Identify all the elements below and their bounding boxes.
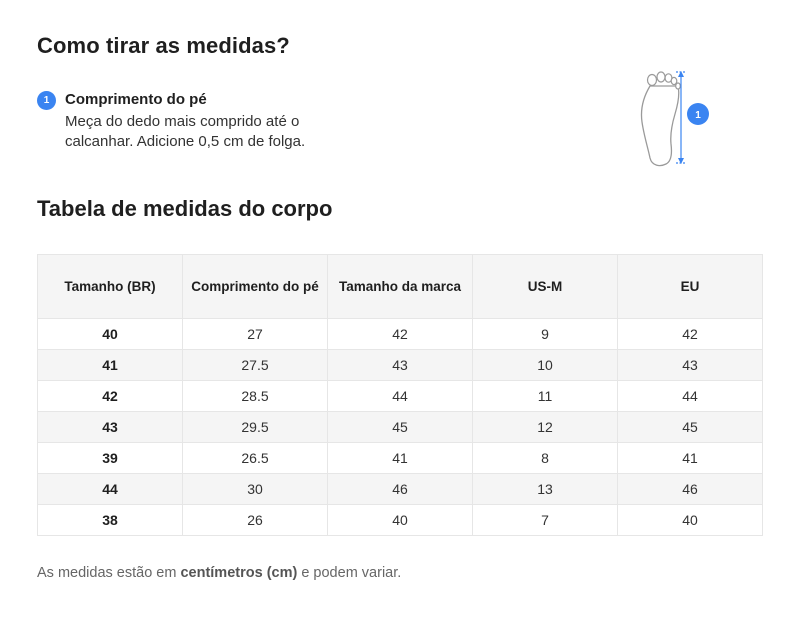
table-cell: 11 xyxy=(472,380,618,412)
table-row: 39 26.5 41 8 41 xyxy=(37,442,763,474)
step-description: Meça do dedo mais comprido até o calcanh… xyxy=(65,113,306,150)
table-header-row: Tamanho (BR) Comprimento do pé Tamanho d… xyxy=(37,254,763,319)
table-cell: 45 xyxy=(327,411,473,443)
table-cell: 10 xyxy=(472,349,618,381)
column-header: Comprimento do pé xyxy=(182,254,328,319)
column-header: EU xyxy=(617,254,763,319)
table-cell: 12 xyxy=(472,411,618,443)
table-cell: 40 xyxy=(617,504,763,536)
table-cell: 46 xyxy=(617,473,763,505)
table-cell: 27 xyxy=(182,318,328,350)
table-cell: 41 xyxy=(617,442,763,474)
illustration-marker: 1 xyxy=(695,110,701,121)
table-cell: 8 xyxy=(472,442,618,474)
table-row: 42 28.5 44 11 44 xyxy=(37,380,763,412)
table-cell: 45 xyxy=(617,411,763,443)
column-header: US-M xyxy=(472,254,618,319)
table-row: 44 30 46 13 46 xyxy=(37,473,763,505)
table-cell: 28.5 xyxy=(182,380,328,412)
table-cell: 40 xyxy=(37,318,183,350)
table-cell: 46 xyxy=(327,473,473,505)
table-row: 40 27 42 9 42 xyxy=(37,318,763,350)
table-cell: 7 xyxy=(472,504,618,536)
table-cell: 43 xyxy=(327,349,473,381)
table-cell: 9 xyxy=(472,318,618,350)
table-cell: 42 xyxy=(327,318,473,350)
table-cell: 44 xyxy=(617,380,763,412)
table-cell: 40 xyxy=(327,504,473,536)
note-emphasis: centímetros (cm) xyxy=(180,565,298,581)
note-prefix: As medidas estão em xyxy=(37,565,181,581)
table-cell: 26.5 xyxy=(182,442,328,474)
units-note: As medidas estão em centímetros (cm) e p… xyxy=(37,565,401,581)
table-cell: 43 xyxy=(37,411,183,443)
column-header: Tamanho (BR) xyxy=(37,254,183,319)
table-title: Tabela de medidas do corpo xyxy=(37,196,333,221)
table-cell: 30 xyxy=(182,473,328,505)
table-cell: 44 xyxy=(37,473,183,505)
size-table: Tamanho (BR) Comprimento do pé Tamanho d… xyxy=(37,254,763,536)
step-title: Comprimento do pé xyxy=(65,91,207,108)
table-cell: 42 xyxy=(37,380,183,412)
table-cell: 26 xyxy=(182,504,328,536)
step-number-badge: 1 xyxy=(37,91,56,110)
table-cell: 13 xyxy=(472,473,618,505)
table-cell: 41 xyxy=(37,349,183,381)
table-cell: 43 xyxy=(617,349,763,381)
foot-outline-icon: 1 xyxy=(640,71,709,167)
table-cell: 29.5 xyxy=(182,411,328,443)
column-header: Tamanho da marca xyxy=(327,254,473,319)
page-title: Como tirar as medidas? xyxy=(37,33,290,58)
table-row: 41 27.5 43 10 43 xyxy=(37,349,763,381)
table-cell: 27.5 xyxy=(182,349,328,381)
table-cell: 42 xyxy=(617,318,763,350)
table-cell: 41 xyxy=(327,442,473,474)
measurement-step: 1 Comprimento do pé Meça do dedo mais co… xyxy=(37,90,355,152)
table-row: 38 26 40 7 40 xyxy=(37,504,763,536)
foot-illustration: 1 xyxy=(630,66,715,170)
table-cell: 39 xyxy=(37,442,183,474)
table-row: 43 29.5 45 12 45 xyxy=(37,411,763,443)
note-suffix: e podem variar. xyxy=(297,565,402,581)
table-cell: 44 xyxy=(327,380,473,412)
table-cell: 38 xyxy=(37,504,183,536)
